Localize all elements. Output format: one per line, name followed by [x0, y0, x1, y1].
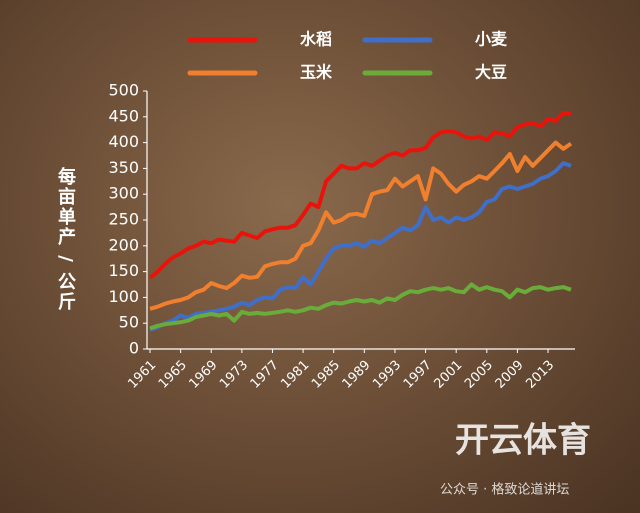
watermark-brand: 开云体育 — [455, 421, 591, 461]
y-tick-label: 0 — [129, 339, 139, 358]
y-tick-label: 400 — [108, 132, 139, 151]
x-tick-label: 1977 — [248, 358, 282, 392]
x-tick-label: 1973 — [217, 358, 251, 392]
y-tick-label: 100 — [108, 287, 139, 306]
y-tick-label: 200 — [108, 235, 139, 254]
x-tick-label: 2013 — [523, 358, 557, 392]
x-tick-label: 1989 — [340, 358, 374, 392]
x-tick-label: 1985 — [309, 358, 343, 392]
x-tick-label: 1969 — [187, 358, 221, 392]
x-tick-label: 1997 — [401, 358, 435, 392]
y-tick-label: 250 — [108, 210, 139, 229]
x-tick-label: 1993 — [370, 358, 404, 392]
x-tick-label: 1965 — [156, 358, 190, 392]
x-tick-label: 2009 — [493, 358, 527, 392]
y-tick-label: 350 — [108, 158, 139, 177]
legend-label: 水稻 — [300, 30, 332, 49]
x-tick-label: 1981 — [278, 358, 312, 392]
legend-label: 玉米 — [300, 63, 333, 82]
watermark-source: 公众号 · 格致论道讲坛 — [440, 482, 569, 498]
x-tick-label: 2001 — [431, 358, 465, 392]
series-line — [149, 140, 573, 311]
series-line — [149, 282, 572, 331]
series-line — [148, 110, 572, 280]
y-tick-label: 500 — [108, 81, 139, 100]
legend-label: 小麦 — [475, 30, 508, 49]
y-axis-label: 每亩单产 / 公斤 — [55, 167, 76, 313]
x-tick-label: 1961 — [125, 358, 159, 392]
y-tick-label: 300 — [108, 184, 139, 203]
y-tick-label: 450 — [108, 106, 139, 125]
y-tick-label: 50 — [119, 313, 139, 332]
legend-label: 大豆 — [475, 63, 507, 82]
y-tick-label: 150 — [108, 261, 139, 280]
series-line — [149, 161, 572, 332]
x-tick-label: 2005 — [462, 358, 496, 392]
